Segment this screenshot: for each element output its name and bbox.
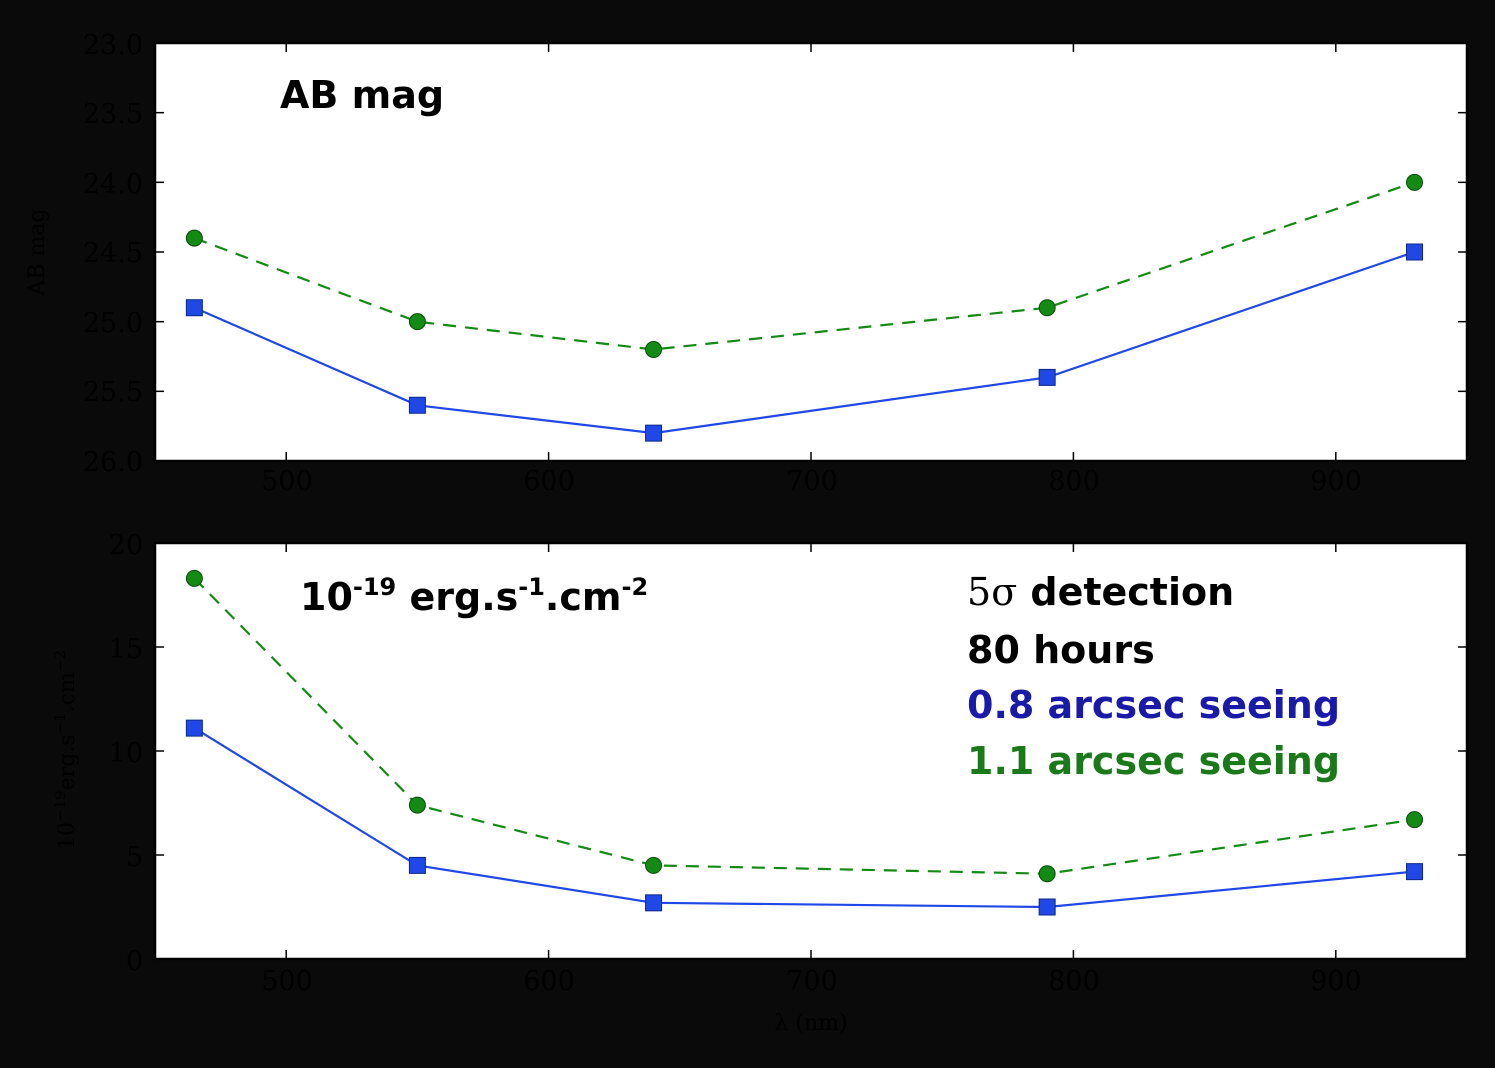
top-xtick-label: 500 [261, 466, 313, 497]
bottom-y-axis-label: 10−19erg.s−1.cm−2 [51, 650, 80, 850]
top-y-axis-label: AB mag [25, 208, 50, 296]
top-series-0-point [185, 299, 203, 317]
bottom-xtick-label: 700 [786, 966, 838, 997]
detection-word: detection [1017, 570, 1234, 614]
bottom-series-1-point [185, 569, 203, 587]
unit-exp: -2 [621, 573, 648, 601]
bottom-series-1-point [1406, 811, 1424, 829]
ylabel-base: 10 [55, 822, 80, 850]
bottom-ytick-label: 20 [109, 530, 143, 561]
sigma-number: 5 [967, 570, 991, 614]
ylabel-exp: −1 [51, 712, 69, 734]
bottom-series-0-point [645, 894, 663, 912]
bottom-ytick-label: 5 [126, 842, 143, 873]
unit-base: 10 [300, 575, 353, 619]
top-plot-area [155, 43, 1467, 461]
top-series-1-point [408, 313, 426, 331]
unit-exp: -19 [353, 573, 396, 601]
detection-label: 5σ detection [967, 570, 1234, 614]
unit-part: erg.s [396, 575, 518, 619]
bottom-series-0-point [1406, 863, 1424, 881]
top-ytick-label: 24.0 [83, 169, 143, 200]
top-series-0-point [1406, 243, 1424, 261]
top-panel: 23.0 23.5 24.0 24.5 25.0 25.5 26.0 500 6… [25, 30, 1469, 497]
bottom-series-0-point [1038, 898, 1056, 916]
bottom-plot-frame [153, 541, 1469, 961]
bottom-series-1-point [1038, 865, 1056, 883]
ylabel-exp: −2 [51, 650, 69, 672]
bottom-markers [185, 569, 1424, 916]
top-series-0-point [1038, 368, 1056, 386]
bottom-ytick-label: 0 [126, 946, 143, 977]
ylabel-exp: −19 [51, 790, 69, 822]
bottom-xtick-label: 900 [1310, 966, 1362, 997]
top-plot-frame [153, 41, 1469, 463]
top-series-0-point [645, 424, 663, 442]
top-panel-label: AB mag [280, 73, 444, 117]
top-ytick-label: 23.5 [83, 99, 143, 130]
top-ytick-label: 25.5 [83, 377, 143, 408]
seeing-1-1-label: 1.1 arcsec seeing [967, 739, 1340, 783]
top-series-0-point [408, 396, 426, 414]
bottom-x-axis-label: λ (nm) [774, 1011, 847, 1036]
bottom-series-1-point [408, 796, 426, 814]
top-xtick-label: 600 [523, 466, 575, 497]
bottom-panel: 20 15 10 5 0 500 600 700 800 900 10−19er… [51, 530, 1469, 1036]
unit-part: .cm [545, 575, 622, 619]
top-ytick-label: 25.0 [83, 308, 143, 339]
unit-exp: -1 [518, 573, 545, 601]
top-series-1-line [194, 181, 1415, 351]
top-xtick-label: 700 [786, 466, 838, 497]
top-ytick-label: 26.0 [83, 447, 143, 478]
top-xtick-label: 800 [1048, 466, 1100, 497]
bottom-ytick-label: 10 [109, 738, 143, 769]
bottom-series-1-point [645, 856, 663, 874]
ylabel-unit: .cm [55, 672, 80, 712]
bottom-ytick-label: 15 [109, 634, 143, 665]
seeing-0-8-label: 0.8 arcsec seeing [967, 683, 1340, 727]
ylabel-unit: erg.s [55, 734, 80, 790]
top-series-1-point [645, 341, 663, 359]
top-series-1-point [1038, 299, 1056, 317]
bottom-xtick-label: 600 [523, 966, 575, 997]
top-ytick-label: 24.5 [83, 238, 143, 269]
top-series-1-point [185, 229, 203, 247]
bottom-panel-label: 10-19 erg.s-1.cm-2 [300, 573, 648, 619]
top-xtick-label: 900 [1310, 466, 1362, 497]
bottom-series-0-point [185, 719, 203, 737]
top-markers [185, 173, 1424, 442]
bottom-plot-area [155, 543, 1467, 959]
hours-label: 80 hours [967, 628, 1155, 672]
bottom-xtick-label: 800 [1048, 966, 1100, 997]
top-ytick-label: 23.0 [83, 30, 143, 61]
top-series-1-point [1406, 173, 1424, 191]
bottom-xtick-label: 500 [261, 966, 313, 997]
sigma-symbol: σ [991, 570, 1017, 614]
bottom-series-0-point [408, 856, 426, 874]
